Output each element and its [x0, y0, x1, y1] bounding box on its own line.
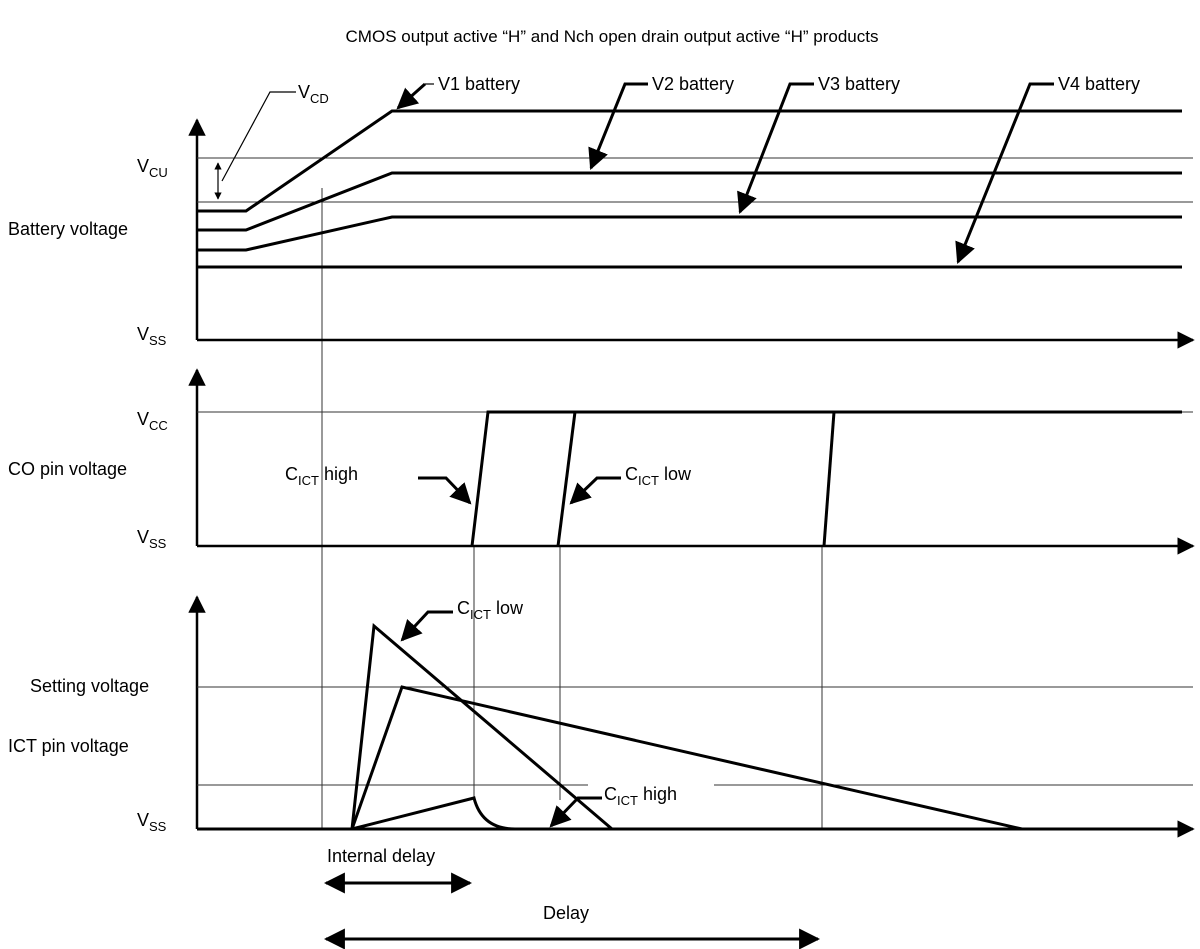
ict-setting-ramp [350, 685, 1023, 831]
ict-cict-high-label: CICT high [604, 784, 677, 808]
v1-battery-leader-arrow [396, 82, 426, 110]
co-vss-label: VSS [137, 527, 167, 551]
ict-cict-low-leader-arrow [400, 610, 453, 642]
vcu-label: VCU [137, 156, 168, 180]
ict-cict-low-label: CICT low [457, 598, 524, 622]
co-cict-low-trace [556, 411, 577, 547]
battery-voltage-label: Battery voltage [8, 219, 128, 239]
co-cict-high-leader-arrow [418, 476, 472, 505]
ict-vss-label: VSS [137, 810, 167, 834]
battery-panel: VCU Battery voltage VSS VCD V1 battery V… [8, 74, 1195, 349]
v1-battery-trace [197, 109, 1182, 213]
v2-battery-leader-arrow [588, 82, 648, 170]
delay-label: Delay [543, 903, 589, 923]
v3-battery-label: V3 battery [818, 74, 900, 94]
battery-vss-label: VSS [137, 324, 167, 348]
v3-battery-trace [197, 215, 1182, 252]
vcd-leader-line [221, 91, 296, 182]
setting-voltage-label: Setting voltage [30, 676, 149, 696]
diagram-title: CMOS output active “H” and Nch open drai… [346, 27, 879, 46]
vcc-label: VCC [137, 409, 168, 433]
v2-battery-label: V2 battery [652, 74, 734, 94]
ict-panel: Setting voltage ICT pin voltage VSS CICT… [8, 595, 1195, 838]
v4-battery-label: V4 battery [1058, 74, 1140, 94]
ict-cict-high-leader-arrow [549, 796, 602, 828]
v4-battery-leader-arrow [955, 82, 1054, 264]
ict-pin-voltage-label: ICT pin voltage [8, 736, 129, 756]
v3-battery-leader-arrow [737, 82, 814, 214]
co-cict-low-label: CICT low [625, 464, 692, 488]
co-cict-high-trace [470, 410, 1182, 547]
vcd-label: VCD [298, 82, 329, 106]
v1-battery-label: V1 battery [438, 74, 520, 94]
co-delay-trace [822, 411, 836, 547]
co-cict-high-label: CICT high [285, 464, 358, 488]
v2-battery-trace [197, 171, 1182, 232]
ict-cict-low-ramp [350, 623, 613, 831]
co-pin-voltage-label: CO pin voltage [8, 459, 127, 479]
co-cict-low-leader-arrow [569, 476, 621, 505]
internal-delay-label: Internal delay [327, 846, 435, 866]
ict-cict-high-ramp [351, 796, 516, 831]
co-panel: VCC CO pin voltage VSS CICT high CICT lo… [8, 368, 1195, 555]
